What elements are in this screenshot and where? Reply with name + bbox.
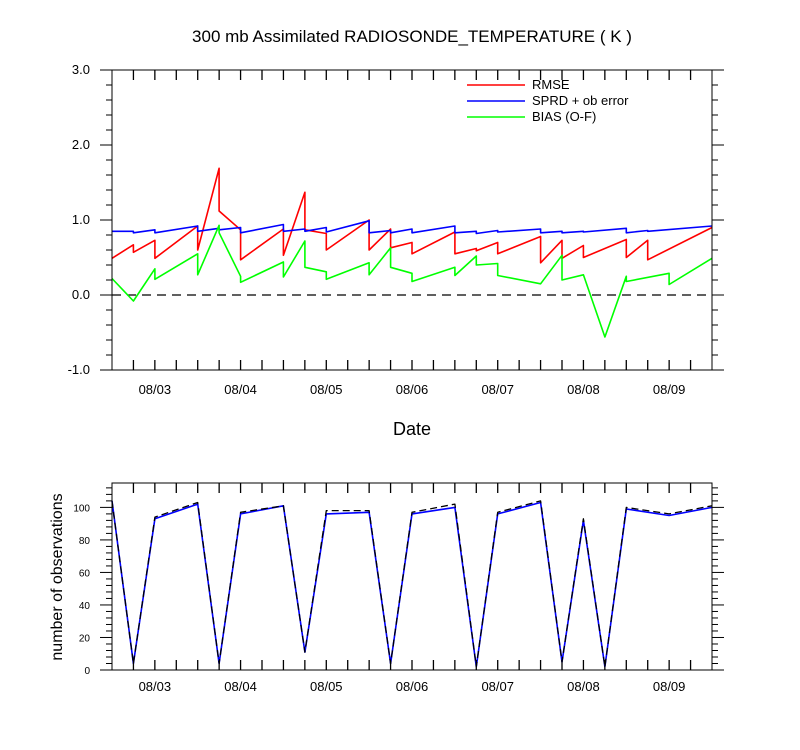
- series-observations-dashed: [111, 500, 713, 668]
- y-tick-label: 3.0: [72, 62, 90, 77]
- legend-bias-label: BIAS (O-F): [532, 109, 596, 124]
- y-tick-label: 60: [79, 568, 91, 579]
- bottom-chart: 08/03 08/04 08/05 08/06 08/07 08/08 08/09 100 80…: [49, 482, 724, 694]
- y-tick-label: 0: [84, 666, 90, 677]
- x-tick-label: 08/03: [139, 382, 172, 397]
- x-tick-label: 08/04: [224, 382, 257, 397]
- x-tick-label: 08/05: [310, 382, 343, 397]
- x-tick-label: 08/07: [481, 382, 514, 397]
- legend-sprd-label: SPRD + ob error: [532, 93, 629, 108]
- y-tick-label: 40: [79, 601, 91, 612]
- y-tick-label: 20: [79, 633, 91, 644]
- x-tick-label: 08/07: [481, 679, 514, 694]
- series-sprd-ob-error: [112, 220, 713, 235]
- x-axis-label: Date: [393, 419, 431, 439]
- bottom-plot-frame: [111, 482, 713, 671]
- x-tick-label: 08/08: [567, 679, 600, 694]
- y-tick-label: 0.0: [72, 287, 90, 302]
- y-tick-label: -1.0: [68, 362, 90, 377]
- top-chart: 300 mb Assimilated RADIOSONDE_TEMPERATUR…: [68, 27, 724, 439]
- series-bias-o-f: [111, 224, 713, 338]
- x-tick-label: 08/08: [567, 382, 600, 397]
- x-tick-label: 08/05: [310, 679, 343, 694]
- chart-title: 300 mb Assimilated RADIOSONDE_TEMPERATUR…: [192, 27, 632, 46]
- series-rmse: [111, 167, 713, 264]
- x-tick-label: 08/03: [139, 679, 172, 694]
- y-tick-label: 100: [73, 503, 90, 514]
- y-tick-label: 1.0: [72, 212, 90, 227]
- x-tick-label: 08/06: [396, 679, 429, 694]
- y-tick-label: 80: [79, 536, 91, 547]
- x-tick-label: 08/09: [653, 679, 686, 694]
- x-tick-label: 08/06: [396, 382, 429, 397]
- top-plot-frame: [111, 69, 713, 371]
- legend-rmse-label: RMSE: [532, 77, 570, 92]
- y-axis-label: number of observations: [49, 493, 66, 660]
- series-observations: [111, 500, 713, 668]
- legend: RMSE SPRD + ob error BIAS (O-F): [467, 77, 629, 124]
- y-tick-label: 2.0: [72, 137, 90, 152]
- x-tick-label: 08/09: [653, 382, 686, 397]
- x-tick-label: 08/04: [224, 679, 257, 694]
